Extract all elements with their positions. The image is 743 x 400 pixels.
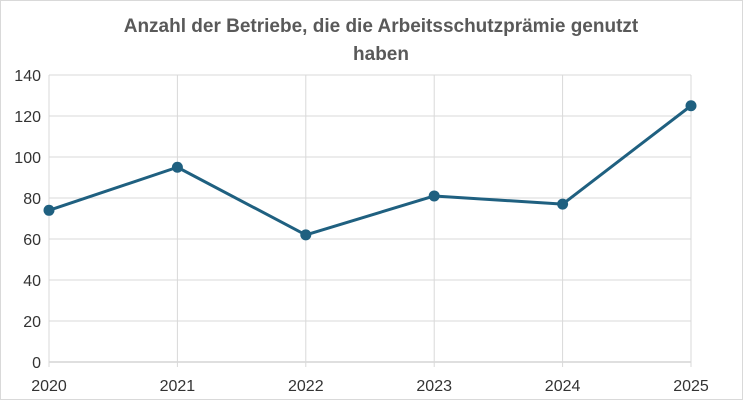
x-tick-label: 2020 xyxy=(31,378,67,395)
chart-title-line-2: haben xyxy=(353,44,409,65)
x-tick-label: 2025 xyxy=(673,378,709,395)
x-tick-label: 2024 xyxy=(545,378,581,395)
y-tick-label: 100 xyxy=(14,150,41,167)
x-tick-label: 2023 xyxy=(416,378,452,395)
data-point-2023 xyxy=(428,190,440,202)
y-tick-label: 20 xyxy=(23,314,41,331)
y-tick-label: 120 xyxy=(14,109,41,126)
data-point-2021 xyxy=(171,161,183,173)
data-point-2024 xyxy=(557,198,569,210)
y-tick-label: 0 xyxy=(32,355,41,372)
chart-title: Anzahl der Betriebe, die die Arbeitsschu… xyxy=(61,13,701,69)
y-tick-label: 140 xyxy=(14,68,41,85)
data-point-2025 xyxy=(685,100,697,112)
data-point-2020 xyxy=(43,204,55,216)
x-tick-label: 2022 xyxy=(288,378,324,395)
y-tick-label: 80 xyxy=(23,191,41,208)
data-point-2022 xyxy=(300,229,312,241)
y-tick-label: 60 xyxy=(23,232,41,249)
series-line xyxy=(47,104,693,237)
y-tick-label: 40 xyxy=(23,273,41,290)
x-tick-label: 2021 xyxy=(160,378,196,395)
chart-title-line-1: Anzahl der Betriebe, die die Arbeitsschu… xyxy=(123,16,639,37)
